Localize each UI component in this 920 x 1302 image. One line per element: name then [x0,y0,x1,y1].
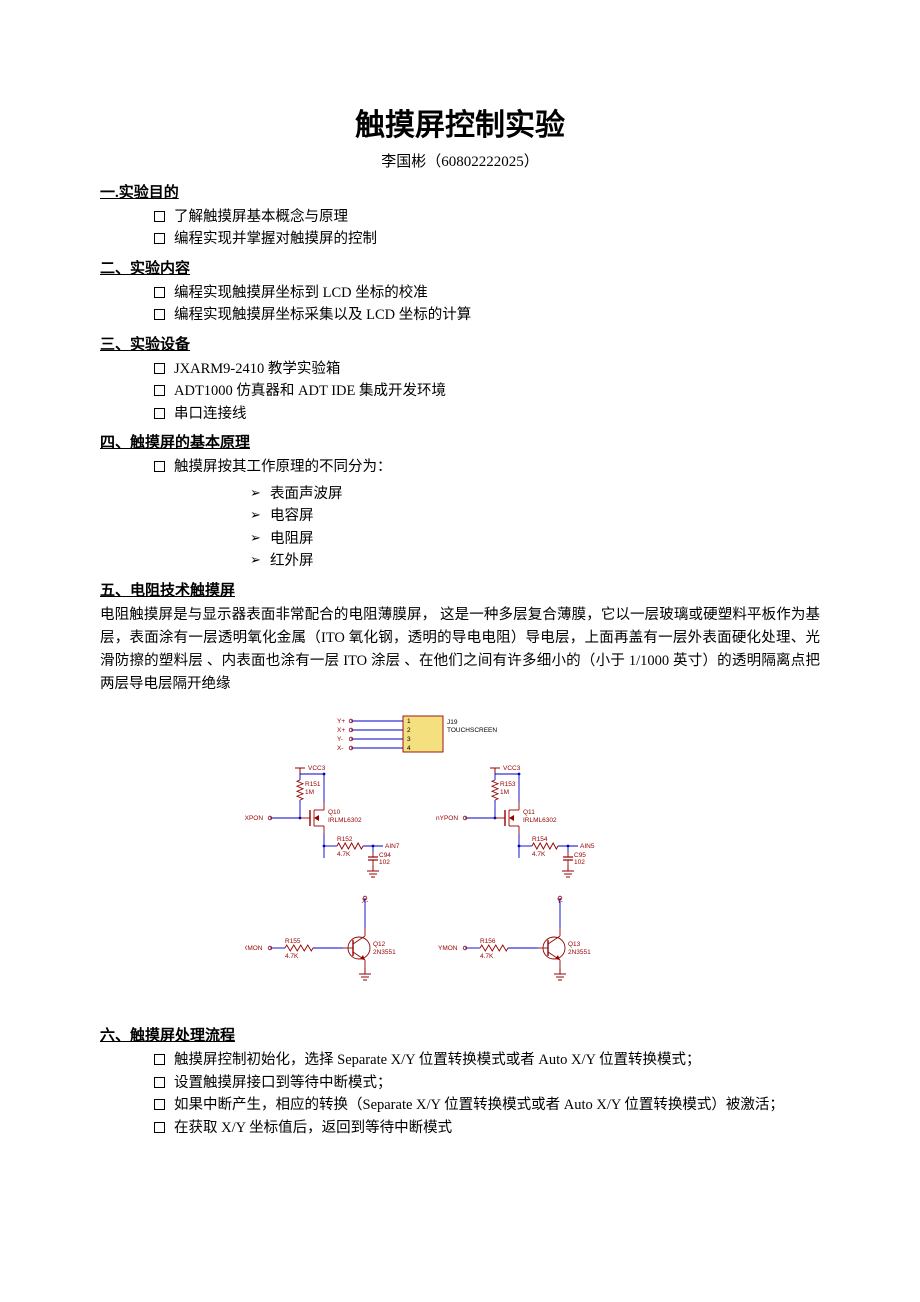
list-item: 红外屏 [250,550,820,572]
list-item: 了解触摸屏基本概念与原理 [154,206,820,228]
svg-text:4: 4 [407,745,411,752]
svg-text:102: 102 [574,859,585,866]
list-item: 编程实现触摸屏坐标到 LCD 坐标的校准 [154,282,820,304]
section-4-list: 触摸屏按其工作原理的不同分为： [100,456,820,478]
svg-text:102: 102 [379,859,390,866]
section-heading-3: 三、实验设备 [100,333,820,354]
svg-text:4.7K: 4.7K [337,851,351,858]
list-item: 设置触摸屏接口到等待中断模式； [154,1072,820,1094]
svg-text:nXPON: nXPON [245,815,263,822]
svg-text:nYPON: nYPON [436,815,458,822]
svg-text:AIN7: AIN7 [385,843,400,850]
section-heading-6: 六、触摸屏处理流程 [100,1024,820,1045]
svg-text:2N3551: 2N3551 [568,949,591,956]
list-item: 触摸屏控制初始化，选择 Separate X/Y 位置转换模式或者 Auto X… [154,1049,820,1071]
svg-text:C95: C95 [574,852,586,859]
svg-text:IRLML6302: IRLML6302 [328,817,362,824]
svg-text:IRLML6302: IRLML6302 [523,817,557,824]
svg-text:1M: 1M [305,789,314,796]
list-item: ADT1000 仿真器和 ADT IDE 集成开发环境 [154,380,820,402]
svg-text:VCC3: VCC3 [308,765,326,772]
list-item: 编程实现并掌握对触摸屏的控制 [154,228,820,250]
section-heading-2: 二、实验内容 [100,257,820,278]
svg-text:Y-: Y- [337,736,343,743]
section-4-sublist: 表面声波屏 电容屏 电阻屏 红外屏 [100,483,820,573]
svg-text:4.7K: 4.7K [480,953,494,960]
section-1-list: 了解触摸屏基本概念与原理 编程实现并掌握对触摸屏的控制 [100,206,820,251]
svg-text:Y+: Y+ [337,718,345,725]
svg-text:1M: 1M [500,789,509,796]
svg-text:VCC3: VCC3 [503,765,521,772]
svg-text:R154: R154 [532,836,548,843]
author-line: 李国彬（60802222025） [100,150,820,171]
svg-text:C94: C94 [379,852,391,859]
section-5-paragraph: 电阻触摸屏是与显示器表面非常配合的电阻薄膜屏， 这是一种多层复合薄膜，它以一层玻… [100,604,820,697]
svg-text:X-: X- [337,745,344,752]
svg-text:Q12: Q12 [373,941,386,948]
svg-text:R155: R155 [285,938,301,945]
svg-text:TOUCHSCREEN: TOUCHSCREEN [447,727,497,734]
svg-text:4.7K: 4.7K [285,953,299,960]
svg-text:J19: J19 [447,719,458,726]
svg-text:R151: R151 [305,781,321,788]
list-item: 在获取 X/Y 坐标值后，返回到等待中断模式 [154,1117,820,1139]
schematic-diagram: 1Y+2X+3Y-4X-J19TOUCHSCREENVCC3R1511MnXPO… [245,708,675,1008]
svg-text:YMON: YMON [438,945,458,952]
svg-text:R153: R153 [500,781,516,788]
section-2-list: 编程实现触摸屏坐标到 LCD 坐标的校准 编程实现触摸屏坐标采集以及 LCD 坐… [100,282,820,327]
section-heading-5: 五、电阻技术触摸屏 [100,579,820,600]
svg-text:Q10: Q10 [328,809,341,816]
list-item: 编程实现触摸屏坐标采集以及 LCD 坐标的计算 [154,304,820,326]
section-heading-4: 四、触摸屏的基本原理 [100,431,820,452]
svg-text:2N3551: 2N3551 [373,949,396,956]
svg-text:Q11: Q11 [523,809,535,816]
list-item: 电阻屏 [250,528,820,550]
list-item: 表面声波屏 [250,483,820,505]
list-item: 电容屏 [250,505,820,527]
svg-text:AIN5: AIN5 [580,843,595,850]
svg-text:X+: X+ [337,727,345,734]
page-title: 触摸屏控制实验 [100,100,820,144]
section-3-list: JXARM9-2410 教学实验箱 ADT1000 仿真器和 ADT IDE 集… [100,358,820,425]
list-item: 触摸屏按其工作原理的不同分为： [154,456,820,478]
svg-text:R152: R152 [337,836,353,843]
svg-text:3: 3 [407,736,411,743]
list-item: 如果中断产生，相应的转换（Separate X/Y 位置转换模式或者 Auto … [154,1094,820,1116]
svg-text:Q13: Q13 [568,941,581,948]
section-6-list: 触摸屏控制初始化，选择 Separate X/Y 位置转换模式或者 Auto X… [100,1049,820,1139]
list-item: JXARM9-2410 教学实验箱 [154,358,820,380]
list-item: 串口连接线 [154,403,820,425]
svg-text:2: 2 [407,727,411,734]
svg-text:XMON: XMON [245,945,263,952]
svg-text:R156: R156 [480,938,496,945]
page: 触摸屏控制实验 李国彬（60802222025） 一.实验目的 了解触摸屏基本概… [0,0,920,1302]
svg-text:1: 1 [407,718,411,725]
svg-text:4.7K: 4.7K [532,851,546,858]
section-heading-1: 一.实验目的 [100,181,820,202]
